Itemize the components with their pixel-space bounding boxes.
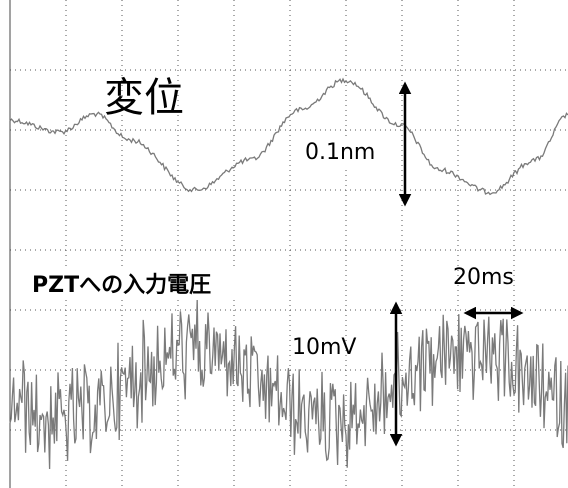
displacement-label: 変位 (104, 75, 184, 121)
oscilloscope-screen: 変位 0.1nm PZTへの入力電圧 20ms 10mV (0, 0, 568, 488)
displacement-scale-label: 0.1nm (305, 140, 375, 165)
voltage-scale-label: 10mV (292, 335, 356, 360)
time-scale-label: 20ms (453, 265, 514, 290)
voltage-label: PZTへの入力電圧 (32, 273, 211, 298)
background (0, 0, 568, 488)
